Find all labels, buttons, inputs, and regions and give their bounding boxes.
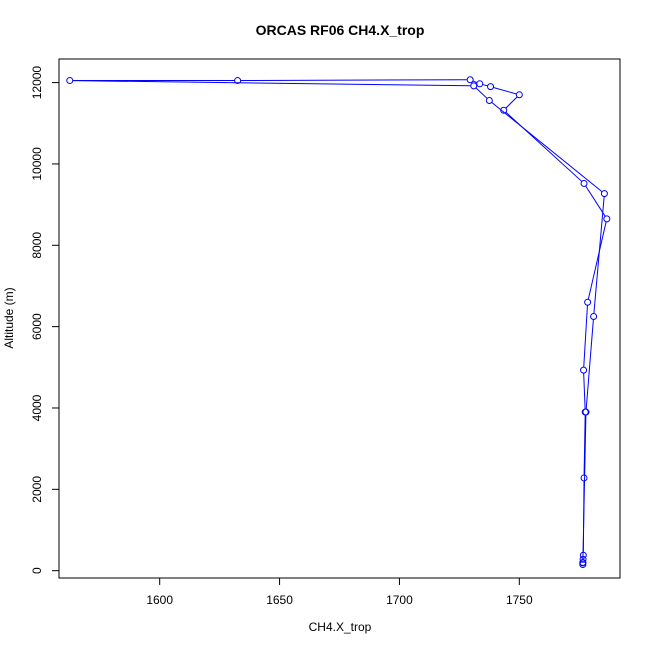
series-segment — [585, 185, 606, 217]
y-axis: 0 2000 4000 6000 8000 10000 12000 — [30, 66, 60, 574]
series-segment — [585, 319, 594, 410]
series-segment — [472, 80, 478, 84]
data-point — [470, 82, 478, 90]
data-point — [234, 77, 242, 85]
data-point — [487, 83, 495, 91]
series-segment — [493, 86, 517, 95]
data-point — [500, 106, 508, 114]
data-point — [515, 91, 523, 99]
series-segment — [593, 196, 605, 314]
y-tick-label: 2000 — [30, 476, 44, 503]
data-point — [466, 76, 474, 84]
y-axis-label: Altitude (m) — [2, 287, 16, 348]
data-point — [579, 559, 587, 567]
data-point — [582, 408, 590, 416]
chart-title: ORCAS RF06 CH4.X_trop — [256, 22, 425, 38]
series-segment — [583, 373, 586, 410]
series-segment — [583, 305, 588, 368]
series-segment — [505, 96, 518, 109]
plot-frame — [58, 58, 621, 579]
data-point — [476, 80, 484, 88]
x-axis: 1600 1650 1700 1750 — [146, 577, 533, 607]
series-segment — [582, 415, 587, 560]
series-segment — [587, 221, 607, 300]
data-series — [66, 76, 611, 569]
x-tick-label: 1700 — [386, 593, 413, 607]
data-point — [579, 555, 587, 563]
series-segment — [240, 79, 468, 82]
data-point — [584, 298, 592, 306]
series-segment — [491, 101, 603, 193]
y-tick-label: 6000 — [30, 313, 44, 340]
x-tick-label: 1600 — [146, 593, 173, 607]
x-axis-label: CH4.X_trop — [309, 620, 372, 634]
y-tick-label: 0 — [30, 567, 44, 574]
y-tick-label: 10000 — [30, 147, 44, 181]
x-tick-label: 1750 — [506, 593, 533, 607]
data-point — [580, 366, 588, 374]
y-tick-label: 4000 — [30, 394, 44, 421]
data-point — [580, 474, 588, 482]
data-point — [603, 215, 611, 223]
series-segment — [475, 87, 488, 99]
data-point — [579, 551, 587, 559]
series-segment — [482, 84, 488, 87]
data-point — [580, 179, 588, 187]
data-point — [66, 77, 74, 85]
series-segment — [72, 80, 471, 87]
y-tick-label: 8000 — [30, 232, 44, 259]
x-tick-label: 1650 — [266, 593, 293, 607]
data-point — [485, 96, 493, 104]
data-point — [600, 190, 608, 198]
y-tick-label: 12000 — [30, 66, 44, 100]
data-point — [590, 312, 598, 320]
series-segment — [583, 415, 586, 475]
